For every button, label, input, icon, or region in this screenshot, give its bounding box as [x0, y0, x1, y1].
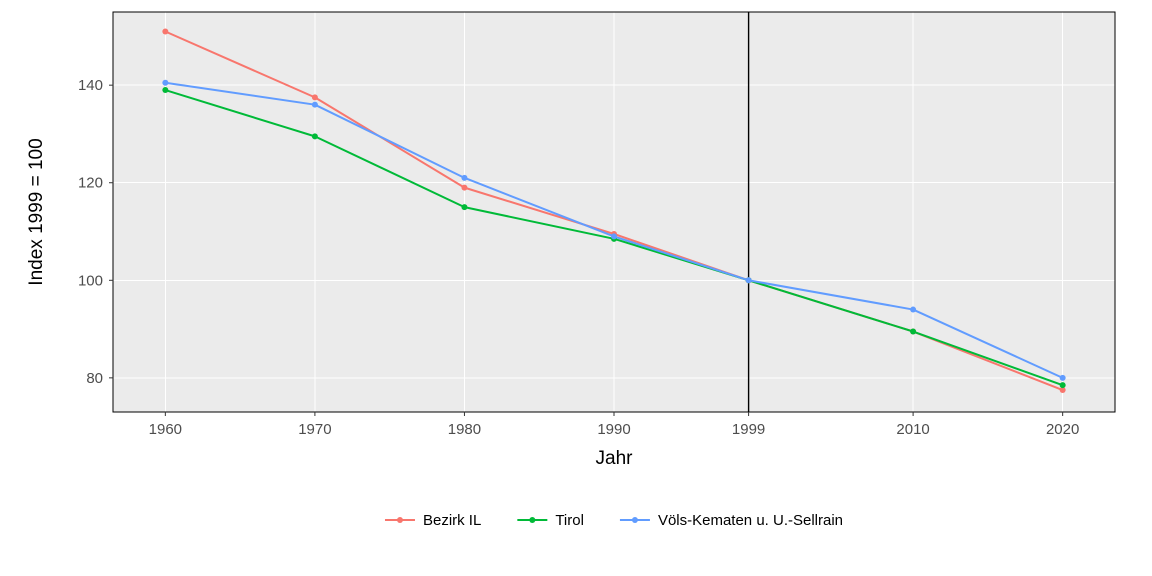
series-point [312, 102, 318, 108]
series-point [162, 80, 168, 86]
series-point [162, 87, 168, 93]
legend-label: Völs-Kematen u. U.-Sellrain [658, 512, 843, 529]
x-tick-label: 1970 [298, 421, 331, 438]
series-point [312, 133, 318, 139]
series-point [910, 307, 916, 313]
legend-swatch-point [632, 517, 638, 523]
series-point [1060, 375, 1066, 381]
x-axis-title: Jahr [596, 448, 634, 469]
legend-label: Tirol [555, 512, 584, 529]
x-tick-label: 2020 [1046, 421, 1079, 438]
series-point [162, 29, 168, 35]
series-point [746, 277, 752, 283]
y-tick-label: 140 [78, 77, 103, 94]
y-tick-label: 100 [78, 272, 103, 289]
x-tick-label: 1980 [448, 421, 481, 438]
y-tick-label: 80 [86, 370, 103, 387]
chart-container: 1960 1970 1980 1990 1999 2010 2020 80 100 120 140 J… [0, 0, 1152, 576]
legend-swatch-point [529, 517, 535, 523]
y-tick-label: 120 [78, 175, 103, 192]
line-chart: 1960 1970 1980 1990 1999 2010 2020 80 100 120 140 J… [0, 0, 1152, 576]
legend-swatch-point [397, 517, 403, 523]
legend-label: Bezirk IL [423, 512, 481, 529]
series-point [1060, 382, 1066, 388]
series-point [461, 204, 467, 210]
x-tick-label: 1999 [732, 421, 765, 438]
y-axis-title: Index 1999 = 100 [26, 138, 47, 285]
series-point [910, 329, 916, 335]
x-tick-label: 1960 [149, 421, 182, 438]
x-tick-label: 1990 [597, 421, 630, 438]
series-point [611, 233, 617, 239]
series-point [461, 175, 467, 181]
series-point [312, 94, 318, 100]
series-point [461, 185, 467, 191]
x-tick-label: 2010 [896, 421, 929, 438]
